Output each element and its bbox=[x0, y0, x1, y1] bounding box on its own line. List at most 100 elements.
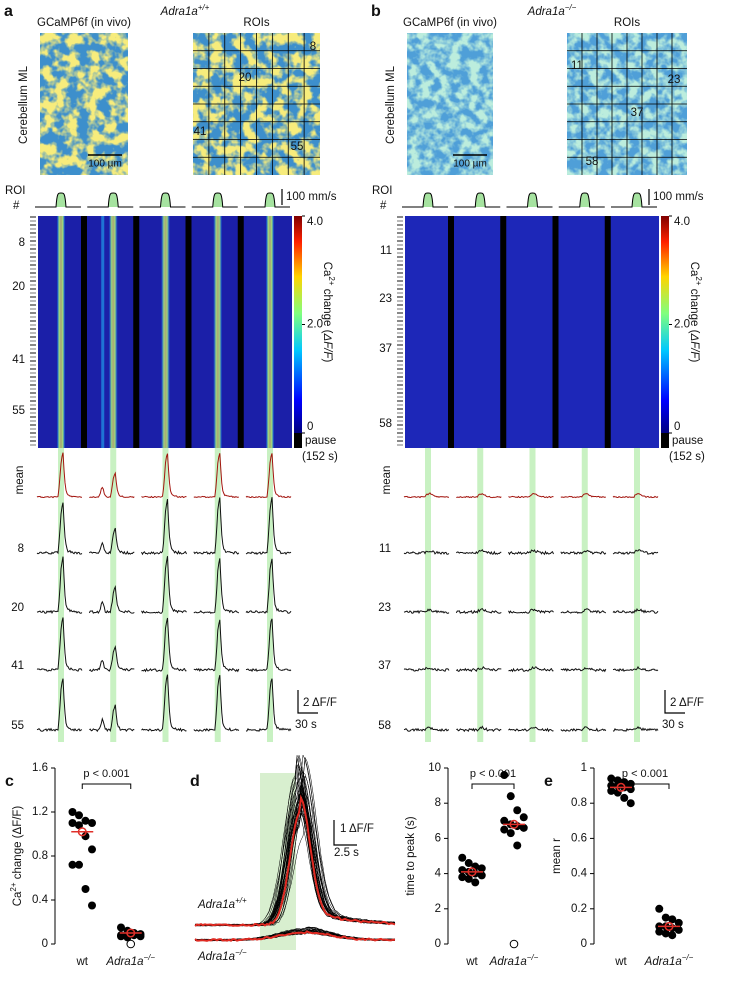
roi-index-tick bbox=[397, 284, 403, 286]
stimulus-band bbox=[162, 216, 169, 742]
pause-bar bbox=[237, 216, 244, 448]
trace-label: 8 bbox=[18, 543, 24, 555]
roi-index-tick bbox=[30, 344, 36, 346]
y-axis-label-part: Ca bbox=[12, 891, 24, 906]
mean-point bbox=[509, 819, 519, 829]
panel-letter: a bbox=[4, 3, 13, 20]
roi-index-tick bbox=[397, 220, 403, 222]
roi-index-tick bbox=[397, 368, 403, 370]
stimulus-band bbox=[214, 216, 221, 742]
point bbox=[506, 829, 515, 838]
x-tick-label-part: −/− bbox=[682, 953, 694, 962]
image-texture bbox=[407, 33, 493, 175]
roi-index-tick bbox=[30, 288, 36, 290]
point bbox=[655, 927, 664, 936]
roi-index-tick bbox=[397, 320, 403, 322]
roi-index-tick bbox=[397, 312, 403, 314]
colorbar-tick-label: 4.0 bbox=[674, 216, 690, 228]
point bbox=[668, 915, 677, 924]
y-tick-label: 0.4 bbox=[571, 868, 588, 880]
point bbox=[620, 793, 629, 802]
colorbar-title-part: ΔF/F bbox=[688, 332, 700, 359]
group-label-part: Adra1a bbox=[197, 899, 235, 911]
speed-bump bbox=[579, 193, 590, 207]
roi-index-tick bbox=[397, 288, 403, 290]
panel-letter: e bbox=[544, 773, 553, 790]
pause-label: (152 s) bbox=[669, 451, 705, 463]
speed-bump bbox=[527, 193, 538, 207]
scale-label: 100 µm bbox=[453, 159, 487, 170]
y-tick-label: 0.6 bbox=[571, 832, 587, 844]
roi-index-tick bbox=[397, 256, 403, 258]
trace-label: mean bbox=[14, 466, 26, 495]
colorbar-tick-label: 0 bbox=[674, 421, 680, 433]
stimulus-band bbox=[634, 448, 640, 742]
roi-index-tick bbox=[30, 364, 36, 366]
roi-index-tick bbox=[30, 424, 36, 426]
roi-index-tick bbox=[30, 228, 36, 230]
stimulus-band bbox=[425, 448, 431, 742]
roi-index-tick bbox=[30, 360, 36, 362]
y-axis-label-part: 2+ bbox=[9, 882, 18, 891]
point bbox=[513, 841, 522, 850]
roi-index-tick bbox=[397, 332, 403, 334]
trace bbox=[36, 452, 292, 499]
speed-bump bbox=[212, 193, 223, 207]
pause-label: pause bbox=[672, 435, 703, 447]
roi-index-tick bbox=[397, 236, 403, 238]
roi-index-tick bbox=[30, 248, 36, 250]
row-label: 55 bbox=[12, 405, 25, 417]
x-tick-label-part: −/− bbox=[144, 953, 156, 962]
colorbar-title-part: Ca bbox=[688, 262, 700, 277]
roi-index-tick bbox=[397, 352, 403, 354]
speed-bump bbox=[265, 193, 275, 207]
roi-index-tick bbox=[30, 300, 36, 302]
trace-scale-label: 2.5 s bbox=[334, 847, 359, 859]
roi-index-tick bbox=[30, 324, 36, 326]
point bbox=[471, 878, 480, 887]
panel-letter: b bbox=[371, 3, 381, 20]
colorbar-title: Ca2+ change (ΔF/F) bbox=[321, 262, 336, 363]
pause-bar bbox=[448, 216, 454, 448]
y-tick-label: 0.8 bbox=[32, 850, 48, 862]
trace-scale-bar bbox=[297, 690, 318, 714]
row-label: 41 bbox=[12, 354, 25, 366]
x-tick-label: wt bbox=[614, 956, 627, 968]
trace-label: 11 bbox=[379, 543, 391, 555]
speed-trace bbox=[139, 192, 186, 208]
roi-header: # bbox=[380, 200, 387, 212]
pause-label: (152 s) bbox=[302, 451, 338, 463]
stimulus-band bbox=[529, 448, 536, 742]
x-tick-label: Adra1a−/− bbox=[105, 953, 155, 968]
speed-trace bbox=[558, 192, 605, 208]
annotation: p < 0.001 bbox=[622, 768, 668, 780]
y-tick-label: 2 bbox=[435, 903, 441, 915]
trace-scale-label: 30 s bbox=[295, 719, 317, 731]
y-tick-label: 8 bbox=[435, 797, 441, 809]
roi-index-tick bbox=[30, 264, 36, 266]
roi-index-tick bbox=[397, 248, 403, 250]
row-label: 20 bbox=[12, 281, 25, 293]
image-title: ROIs bbox=[614, 17, 640, 29]
roi-index-tick bbox=[30, 416, 36, 418]
image-title: ROIs bbox=[243, 17, 269, 29]
trace-label: 20 bbox=[11, 602, 24, 614]
y-axis-label: Ca2+ change (ΔF/F) bbox=[9, 806, 24, 907]
y-tick-label: 0 bbox=[435, 938, 441, 950]
speed-trace bbox=[87, 192, 134, 208]
roi-header: ROI bbox=[372, 185, 392, 197]
y-tick-label: 0 bbox=[42, 938, 48, 950]
y-tick-label: 1 bbox=[581, 762, 587, 774]
roi-index-tick bbox=[397, 224, 403, 226]
speed-bump bbox=[423, 193, 433, 207]
point bbox=[607, 774, 616, 783]
roi-index-tick bbox=[397, 360, 403, 362]
pause-swatch bbox=[294, 433, 302, 448]
roi-index-tick bbox=[397, 416, 403, 418]
roi-index-tick bbox=[397, 444, 403, 446]
roi-index-tick bbox=[30, 280, 36, 282]
roi-index-tick bbox=[30, 404, 36, 406]
colorbar-tick-label: 2.0 bbox=[307, 319, 323, 331]
point bbox=[506, 792, 515, 801]
trace bbox=[403, 549, 659, 556]
